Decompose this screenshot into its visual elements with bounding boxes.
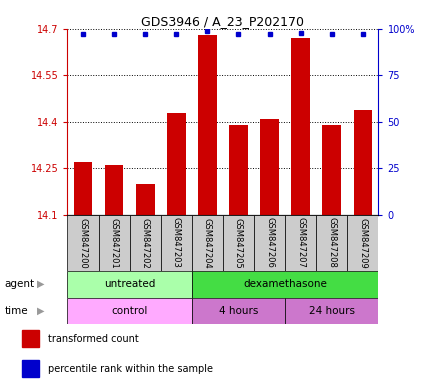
Text: GSM847204: GSM847204 [202,217,211,268]
Bar [67,298,191,324]
Text: agent: agent [4,279,34,289]
Text: ▶: ▶ [37,279,44,289]
Bar [22,330,39,347]
Bar [191,298,285,324]
Bar [191,271,378,298]
Bar [98,215,129,271]
Bar [346,215,378,271]
Bar [291,38,309,215]
Text: GSM847203: GSM847203 [171,217,181,268]
Text: time: time [4,306,28,316]
Text: GSM847200: GSM847200 [78,217,87,268]
Bar [253,215,285,271]
Bar [161,215,191,271]
Text: GSM847201: GSM847201 [109,217,118,268]
Bar [222,215,253,271]
Bar [67,271,191,298]
Bar [73,162,92,215]
Bar [197,35,216,215]
Text: GSM847205: GSM847205 [233,217,243,268]
Bar [167,113,185,215]
Bar [285,215,316,271]
Text: 24 hours: 24 hours [308,306,354,316]
Bar [135,184,154,215]
Text: GSM847209: GSM847209 [358,217,367,268]
Text: control: control [111,306,148,316]
Text: GSM847206: GSM847206 [264,217,273,268]
Text: GSM847208: GSM847208 [326,217,335,268]
Text: percentile rank within the sample: percentile rank within the sample [48,364,212,374]
Text: GSM847207: GSM847207 [296,217,305,268]
Bar [260,119,278,215]
Bar [316,215,347,271]
Text: GSM847202: GSM847202 [140,217,149,268]
Bar [285,298,378,324]
Bar [22,360,39,377]
Title: GDS3946 / A_23_P202170: GDS3946 / A_23_P202170 [141,15,304,28]
Bar [67,215,98,271]
Text: dexamethasone: dexamethasone [243,279,326,289]
Text: transformed count: transformed count [48,334,138,344]
Bar [353,109,372,215]
Bar [191,215,223,271]
Text: 4 hours: 4 hours [218,306,258,316]
Bar [105,166,123,215]
Bar [129,215,161,271]
Text: untreated: untreated [104,279,155,289]
Bar [229,125,247,215]
Bar [322,125,340,215]
Text: ▶: ▶ [37,306,44,316]
